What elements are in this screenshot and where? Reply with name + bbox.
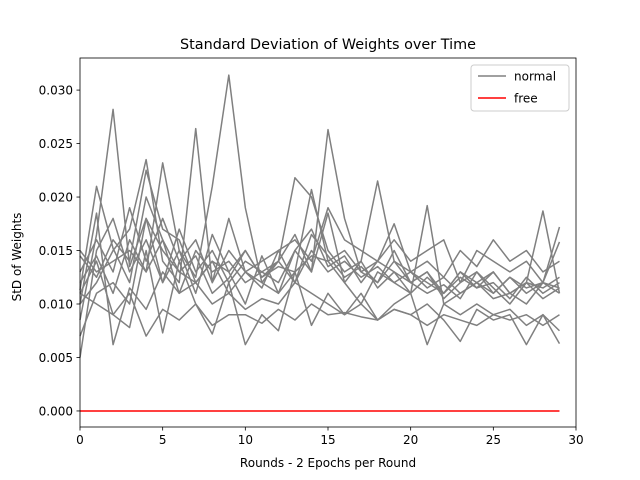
series-line-normal-12 (79, 169, 560, 284)
x-tick-label: 10 (238, 433, 253, 447)
series-line-normal-10 (79, 206, 561, 284)
legend-label-normal: normal (514, 70, 556, 84)
x-tick-label: 20 (403, 433, 418, 447)
y-tick-label: 0.020 (39, 191, 73, 205)
x-tick-label: 25 (486, 433, 501, 447)
x-axis-label: Rounds - 2 Epochs per Round (240, 456, 416, 470)
y-tick-label: 0.005 (39, 351, 73, 365)
x-tick-label: 0 (76, 433, 84, 447)
y-tick-label: 0.030 (39, 84, 73, 98)
chart-title: Standard Deviation of Weights over Time (180, 37, 476, 53)
series-line-normal-8 (79, 212, 560, 346)
legend-label-free: free (514, 92, 538, 106)
series-line-normal-4 (79, 74, 560, 295)
y-tick-label: 0.010 (39, 298, 73, 312)
plot-area: 0 5 10 15 20 25 30 0.000 0.005 0.010 0.015 0.020 0.0… (39, 57, 584, 447)
y-axis-label: StD of Weights (10, 213, 24, 302)
series-line-normal-2 (79, 108, 560, 321)
y-tick-label: 0.000 (39, 404, 73, 418)
x-tick-label: 15 (320, 433, 335, 447)
series-line-normal-7 (79, 188, 561, 337)
x-tick-label: 5 (159, 433, 167, 447)
y-tick-label: 0.015 (39, 244, 73, 258)
x-tick-label: 30 (568, 433, 583, 447)
series-line-normal-11 (79, 292, 560, 337)
y-tick-label: 0.025 (39, 137, 73, 151)
